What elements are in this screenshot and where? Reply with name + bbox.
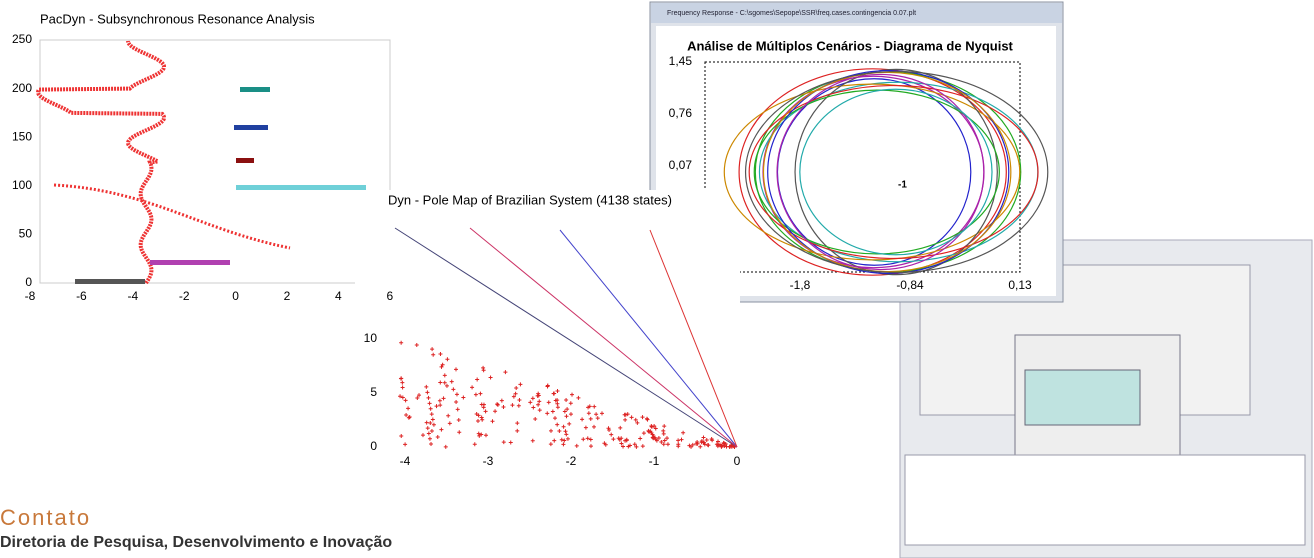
tick-label: 0 xyxy=(25,275,32,289)
chart-title: PacDyn - Subsynchronous Resonance Analys… xyxy=(40,11,315,26)
tick-label: 4 xyxy=(335,289,342,303)
output-window xyxy=(905,455,1305,545)
tick-label: 6 xyxy=(386,289,393,303)
tick-label: 0,13 xyxy=(1008,278,1032,292)
dialog-plot xyxy=(1025,370,1140,425)
tick-label: -1,8 xyxy=(790,278,811,292)
tick-label: 10 xyxy=(364,331,378,345)
page: Frequency Response - C:\sgomes\Sepope\SS… xyxy=(0,0,1314,558)
tick-label: 0 xyxy=(232,289,239,303)
chart-title: Análise de Múltiplos Cenários - Diagrama… xyxy=(687,38,1013,53)
annotation: -1 xyxy=(898,180,907,191)
tick-label: 150 xyxy=(12,129,32,143)
band xyxy=(234,125,268,130)
plot-frame xyxy=(40,40,390,283)
collage: Frequency Response - C:\sgomes\Sepope\SS… xyxy=(0,0,1314,558)
tick-label: -1 xyxy=(649,454,660,468)
window-title: Frequency Response - C:\sgomes\Sepope\SS… xyxy=(667,10,916,17)
tick-label: -2 xyxy=(179,289,190,303)
tick-label: -3 xyxy=(483,454,494,468)
curve xyxy=(54,185,290,248)
tick-label: 5 xyxy=(370,385,377,399)
tick-label: 50 xyxy=(19,227,33,241)
footer-line: Diretoria de Pesquisa, Desenvolvimento e… xyxy=(0,534,392,552)
tick-label: 0,07 xyxy=(669,158,693,172)
tick-label: -2 xyxy=(566,454,577,468)
band xyxy=(240,87,270,92)
tick-label: 200 xyxy=(12,81,32,95)
band xyxy=(75,279,145,284)
pole-map-bg xyxy=(355,190,740,465)
band xyxy=(236,185,366,190)
tick-label: -4 xyxy=(400,454,411,468)
tick-label: 0,76 xyxy=(669,106,693,120)
curve xyxy=(38,41,164,283)
band xyxy=(150,260,230,265)
tick-label: 2 xyxy=(284,289,291,303)
tick-label: 250 xyxy=(12,32,32,46)
tick-label: 0 xyxy=(734,454,741,468)
tick-label: -0,84 xyxy=(896,278,924,292)
tick-label: -8 xyxy=(25,289,36,303)
chart-title: Dyn - Pole Map of Brazilian System (4138… xyxy=(388,192,672,207)
tick-label: 0 xyxy=(370,439,377,453)
tick-label: -4 xyxy=(127,289,138,303)
band xyxy=(236,158,254,163)
tick-label: 100 xyxy=(12,178,32,192)
tick-label: 1,45 xyxy=(669,54,693,68)
tick-label: -6 xyxy=(76,289,87,303)
footer-heading: Contato xyxy=(0,505,91,531)
